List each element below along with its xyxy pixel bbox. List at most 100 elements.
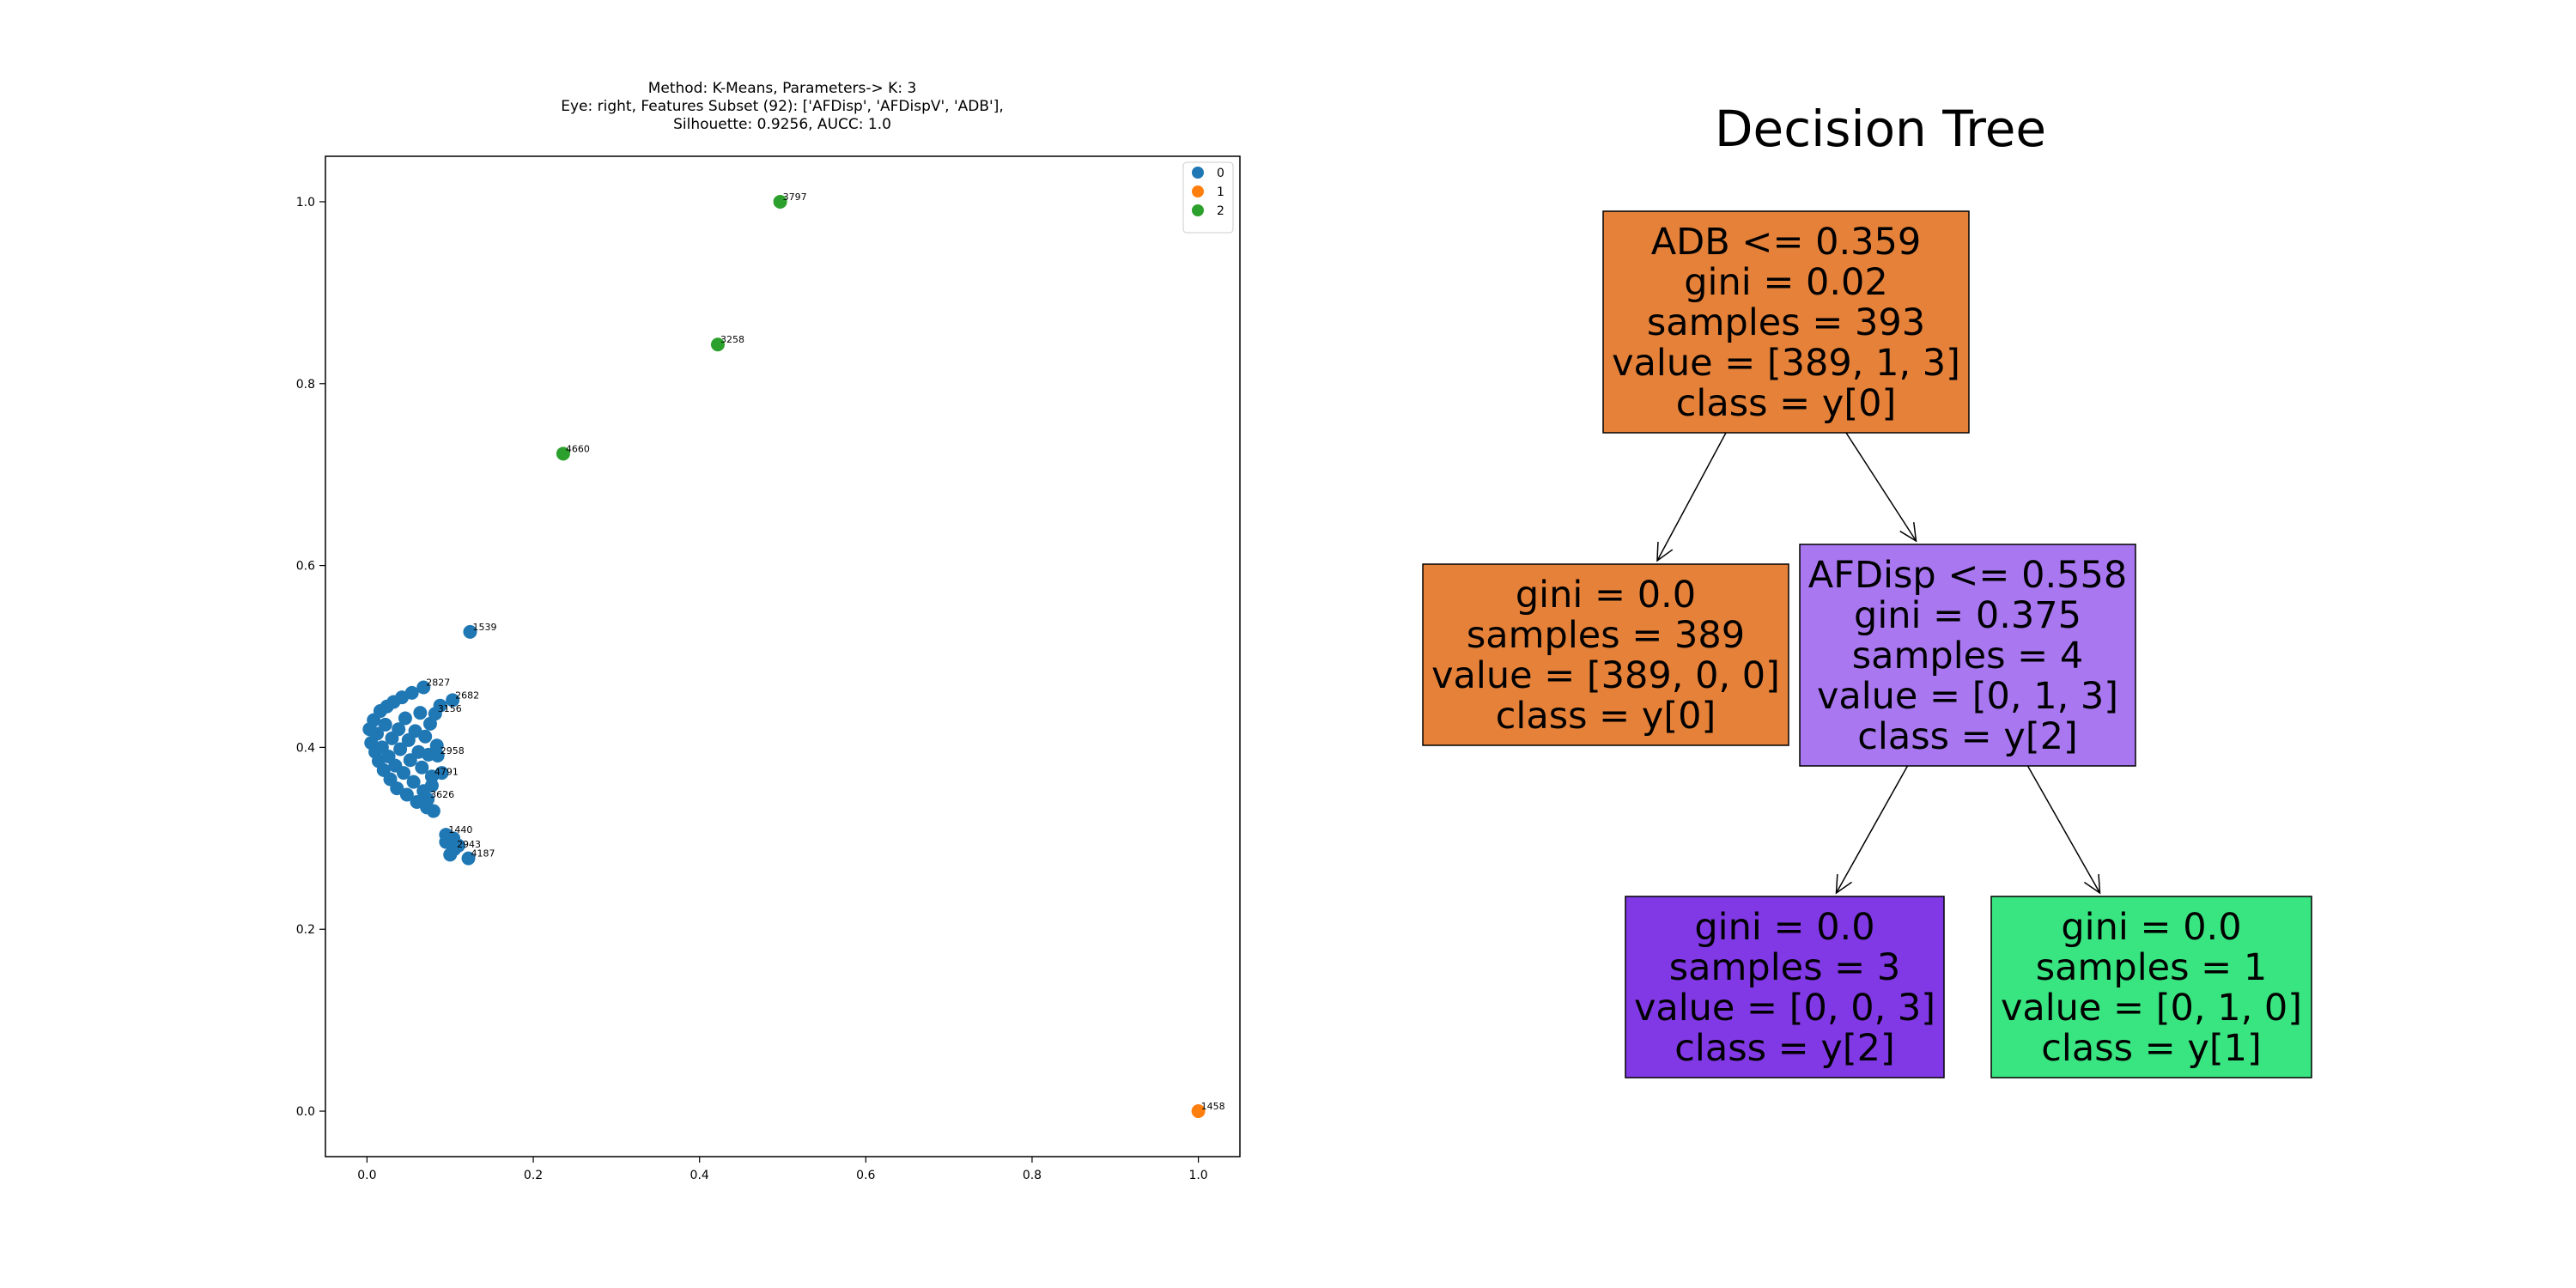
legend-label: 2 [1217, 204, 1224, 218]
scatter-point [404, 685, 419, 700]
tree-node-text: value = [0, 1, 0] [2001, 987, 2302, 1030]
tree-node-text: class = y[0] [1496, 695, 1716, 738]
tree-node-text: value = [389, 1, 3] [1612, 342, 1960, 385]
y-tick-label: 0.8 [296, 378, 315, 392]
tree-title: Decision Tree [1715, 100, 2046, 158]
tree-edge-arrow [2083, 873, 2101, 895]
legend: 0 1 2 [1182, 161, 1234, 234]
scatter-point [426, 804, 440, 818]
scatter-point [463, 624, 477, 639]
scatter-point [416, 680, 431, 695]
tree-node-text: value = [0, 1, 3] [1817, 675, 2118, 718]
tree-edge-arrow [1899, 522, 1917, 543]
tree-node-box [1625, 896, 1945, 1078]
scatter-point [433, 698, 447, 713]
legend-marker [1192, 185, 1204, 197]
scatter-point [406, 775, 421, 789]
tree-node-box [1602, 210, 1970, 434]
tree-node-text: gini = 0.0 [1694, 906, 1874, 949]
y-tick-label: 0.2 [296, 923, 315, 937]
scatter-point [461, 851, 476, 866]
scatter-point [443, 848, 458, 862]
legend-marker [1192, 204, 1204, 216]
point-label: 2958 [440, 745, 465, 756]
tree-node-text: class = y[2] [1674, 1027, 1894, 1070]
tree-edge [1845, 432, 1917, 542]
scatter-point [451, 838, 465, 853]
x-axis-ticks: 0.0 0.2 0.4 0.6 0.8 1.0 [357, 1157, 1208, 1182]
tree-node-text: gini = 0.02 [1684, 261, 1888, 304]
tree-node-box [1990, 896, 2312, 1078]
scatter-point [399, 787, 414, 802]
point-label: 4187 [471, 848, 495, 860]
point-label: 1458 [1201, 1101, 1225, 1112]
tree-node-text: ADB <= 0.359 [1651, 221, 1922, 264]
point-label: 1539 [472, 622, 496, 633]
tree-node-text: value = [389, 0, 0] [1431, 654, 1780, 697]
y-axis-ticks: 0.0 0.2 0.4 0.6 0.8 1.0 [296, 196, 325, 1119]
legend-label: 0 [1217, 167, 1224, 180]
scatter-chart: Method: K-Means, Parameters-> K: 3 Eye: … [296, 80, 1241, 1182]
tree-node-text: samples = 4 [1852, 635, 2083, 677]
scatter-point [398, 711, 412, 726]
tree-node-text: class = y[1] [2041, 1027, 2261, 1070]
x-tick-label: 0.0 [357, 1169, 376, 1182]
tree-edge-arrow [1656, 541, 1674, 562]
scatter-point [773, 194, 787, 209]
scatter-point [422, 747, 436, 762]
scatter-point [434, 766, 449, 781]
scatter-title-line-2: Eye: right, Features Subset (92): ['AFDi… [561, 98, 1004, 115]
tree-node-box [1799, 544, 2136, 767]
scatter-point [415, 760, 429, 775]
point-label: 4660 [566, 443, 590, 454]
scatter-point [422, 716, 437, 731]
tree-edge [1835, 765, 1909, 894]
scatter-point [1191, 1104, 1206, 1119]
scatter-point [424, 778, 439, 793]
scatter-title-line-1: Method: K-Means, Parameters-> K: 3 [648, 80, 917, 97]
scatter-point [392, 722, 406, 737]
scatter-point [370, 726, 385, 741]
scatter-point [413, 706, 428, 720]
scatter-point [710, 337, 725, 352]
tree-node-text: class = y[0] [1676, 382, 1896, 425]
legend-label: 1 [1217, 185, 1224, 199]
x-tick-label: 0.8 [1023, 1169, 1042, 1182]
x-tick-label: 0.6 [856, 1169, 875, 1182]
tree-node-text: gini = 0.375 [1854, 594, 2081, 637]
tree-node-text: samples = 3 [1669, 946, 1900, 989]
scatter-point [397, 766, 411, 781]
y-tick-label: 0.0 [296, 1105, 315, 1119]
point-label: 2943 [457, 839, 481, 850]
tree-node-text: class = y[2] [1857, 715, 2077, 758]
point-label: 3797 [783, 191, 807, 203]
scatter-plot-area [325, 155, 1241, 1157]
tree-node-text: samples = 393 [1647, 301, 1925, 344]
legend-marker [1192, 167, 1204, 179]
tree-node-text: samples = 1 [2036, 946, 2267, 989]
scatter-title-line-3: Silhouette: 0.9256, AUCC: 1.0 [673, 116, 891, 133]
tree-node-text: gini = 0.0 [2061, 906, 2241, 949]
y-tick-label: 0.6 [296, 560, 315, 574]
point-label: 3626 [430, 789, 454, 800]
point-label: 3156 [438, 703, 462, 714]
point-label: 4791 [434, 766, 459, 777]
scatter-point [378, 717, 392, 732]
tree-node-box [1422, 563, 1789, 746]
x-tick-label: 0.2 [524, 1169, 543, 1182]
legend-frame [1182, 161, 1234, 234]
x-tick-label: 0.4 [690, 1169, 709, 1182]
scatter-point [446, 693, 460, 708]
scatter-point [429, 738, 444, 753]
y-tick-label: 1.0 [296, 196, 315, 210]
tree-node-text: gini = 0.0 [1516, 574, 1696, 617]
point-label: 1440 [448, 824, 472, 835]
